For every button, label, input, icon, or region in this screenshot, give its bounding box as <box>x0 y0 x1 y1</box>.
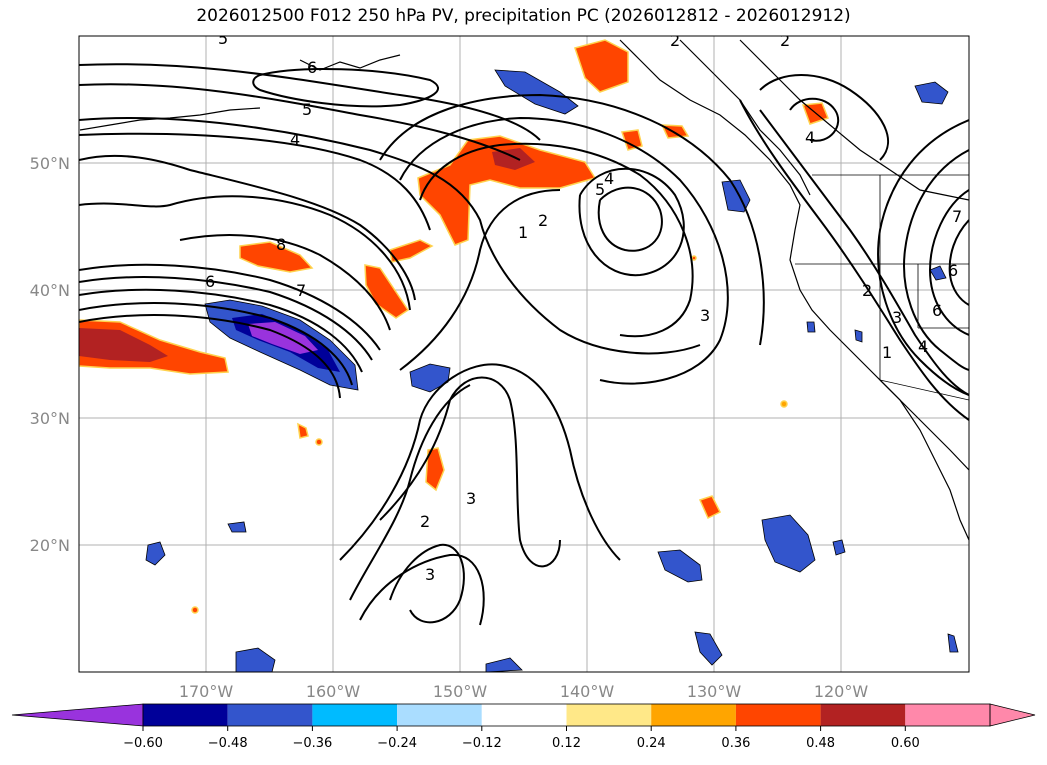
coastlines <box>79 39 969 541</box>
borders <box>795 174 969 401</box>
colorbar-box <box>905 704 990 726</box>
colorbar-tick-label: −0.60 <box>123 736 163 751</box>
longitude-labels: 170°W 160°W 150°W 140°W 130°W 120°W <box>179 682 869 701</box>
contour-label: 2 <box>538 211 548 230</box>
lon-label-140w: 140°W <box>560 682 615 701</box>
latitude-labels: 50°N 40°N 30°N 20°N <box>30 154 70 555</box>
colorbar-tick-label: −0.48 <box>208 736 248 751</box>
contour-label: 7 <box>952 207 962 226</box>
map-area <box>79 36 969 672</box>
contour-label: 3 <box>425 565 435 584</box>
contour-label: 4 <box>604 169 614 188</box>
lon-label-160w: 160°W <box>306 682 361 701</box>
lat-label-50n: 50°N <box>30 154 70 173</box>
contour-label: 3 <box>700 306 710 325</box>
contour-label: 8 <box>276 235 286 254</box>
lat-label-40n: 40°N <box>30 281 70 300</box>
colorbar-tick-label: −0.24 <box>377 736 417 751</box>
colorbar-box <box>481 704 567 726</box>
lon-label-170w: 170°W <box>179 682 234 701</box>
contour-label: 2 <box>670 31 680 50</box>
contour-label: 3 <box>892 308 902 327</box>
contour-label: 4 <box>290 130 300 149</box>
lon-label-150w: 150°W <box>433 682 488 701</box>
contour-label: 4 <box>805 128 815 147</box>
contour-label: 1 <box>882 343 892 362</box>
colorbar: −0.60 −0.48 −0.36 −0.24 −0.12 0.12 0.24 0.36 0.4… <box>11 703 1036 751</box>
lat-label-30n: 30°N <box>30 409 70 428</box>
colorbar-tick-label: 0.60 <box>891 736 920 751</box>
colorbar-tick-label: −0.12 <box>462 736 502 751</box>
contour-label: 4 <box>918 337 928 356</box>
precip-negative <box>145 69 959 672</box>
contour-label: 6 <box>307 58 317 77</box>
colorbar-box <box>227 704 313 726</box>
contour-label: 7 <box>296 281 306 300</box>
colorbar-box <box>566 704 652 726</box>
colorbar-tick-label: 0.24 <box>637 736 666 751</box>
map-frame <box>78 35 970 673</box>
colorbar-box <box>820 704 906 726</box>
contour-label: 2 <box>780 31 790 50</box>
colorbar-tick-label: −0.36 <box>292 736 332 751</box>
colorbar-box <box>651 704 736 726</box>
colorbar-box <box>397 704 482 726</box>
colorbar-extend-high <box>989 703 1036 727</box>
colorbar-box <box>735 704 821 726</box>
contour-label: 1 <box>518 223 528 242</box>
pv-contours <box>79 63 969 626</box>
colorbar-tick-label: 0.36 <box>721 736 750 751</box>
colorbar-extend-low <box>11 703 144 727</box>
contour-label: 5 <box>218 29 228 48</box>
contour-labels: 5 6 5 4 8 6 7 2 1 5 4 3 3 2 3 2 2 4 2 3 … <box>205 29 962 584</box>
contour-label: 2 <box>862 281 872 300</box>
colorbar-box <box>312 704 398 726</box>
lat-label-20n: 20°N <box>30 536 70 555</box>
contour-label: 3 <box>466 489 476 508</box>
contour-label: 5 <box>302 100 312 119</box>
colorbar-tick-label: 0.48 <box>806 736 835 751</box>
contour-label: 5 <box>595 180 605 199</box>
colorbar-box <box>143 704 228 726</box>
colorbar-tick-label: 0.12 <box>552 736 581 751</box>
contour-label: 6 <box>948 261 958 280</box>
contour-label: 2 <box>420 512 430 531</box>
map-title: 2026012500 F012 250 hPa PV, precipitatio… <box>196 6 851 26</box>
contour-label: 6 <box>932 301 942 320</box>
lon-label-130w: 130°W <box>687 682 742 701</box>
contour-label: 6 <box>205 272 215 291</box>
lon-label-120w: 120°W <box>814 682 869 701</box>
